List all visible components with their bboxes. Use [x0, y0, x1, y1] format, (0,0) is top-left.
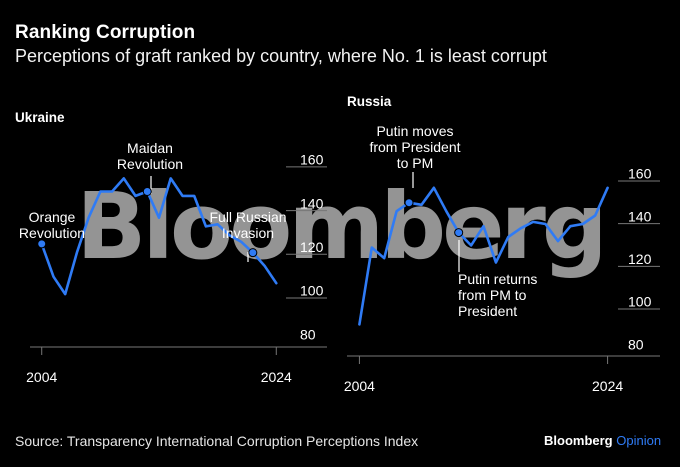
panel-ukraine: Ukraine 80 100 120 140 160 2004 2024 Orange Revol… — [15, 110, 327, 385]
y-tick-label: 120 — [628, 251, 652, 267]
chart-title: Ranking Corruption — [15, 22, 196, 43]
y-tick-label: 140 — [300, 195, 324, 211]
annotation-label: Putin returns from PM to President — [458, 271, 537, 319]
brand-suffix: Opinion — [616, 433, 662, 448]
annotation-marker — [248, 248, 258, 258]
series-line-russia — [358, 186, 609, 326]
annotation-label: Maidan Revolution — [117, 140, 183, 172]
panel-title: Ukraine — [15, 110, 65, 125]
annotation-label: Putin moves from President to PM — [369, 123, 460, 171]
x-tick-label: 2004 — [344, 378, 375, 394]
annotation-marker — [37, 239, 47, 249]
y-tick-label: 160 — [628, 166, 652, 182]
panel-title: Russia — [347, 94, 392, 109]
y-tick-label: 160 — [300, 152, 324, 168]
watermark-logo: Bloomberg — [76, 173, 603, 280]
annotation-label: Full Russian Invasion — [209, 209, 286, 241]
panel-russia: Russia 80 100 120 140 160 2004 2024 Putin moves f… — [344, 94, 660, 394]
y-tick-label: 80 — [628, 336, 644, 352]
annotation-label: Orange Revolution — [19, 209, 85, 241]
series-line-ukraine — [40, 177, 278, 296]
source-note: Source: Transparency International Corru… — [15, 433, 419, 449]
annotation-marker — [454, 228, 464, 238]
y-tick-label: 100 — [628, 294, 652, 310]
x-tick-label: 2024 — [592, 378, 623, 394]
brand-logo: Bloomberg Opinion — [544, 433, 661, 448]
brand-name: Bloomberg — [544, 433, 613, 448]
x-tick-label: 2024 — [261, 369, 292, 385]
x-tick-label: 2004 — [26, 369, 57, 385]
annotation-marker — [142, 186, 152, 196]
y-tick-label: 80 — [300, 326, 316, 342]
chart-subtitle: Perceptions of graft ranked by country, … — [15, 46, 547, 66]
annotation-marker — [404, 198, 414, 208]
y-tick-label: 140 — [628, 208, 652, 224]
y-tick-label: 120 — [300, 239, 324, 255]
y-tick-label: 100 — [300, 283, 324, 299]
